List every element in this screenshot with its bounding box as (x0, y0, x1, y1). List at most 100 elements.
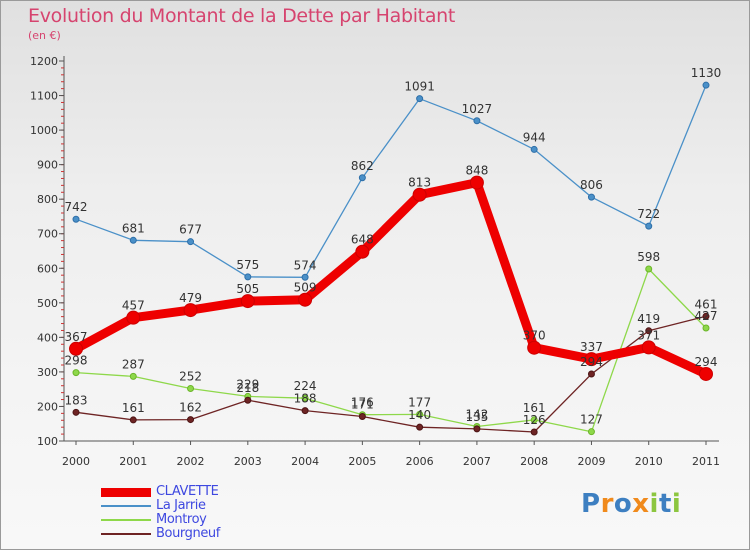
data-label: 813 (408, 176, 431, 190)
data-point (72, 408, 80, 416)
data-point (358, 412, 366, 420)
y-tick-label: 700 (37, 228, 58, 241)
data-point (702, 324, 710, 332)
logo-letter: r (600, 489, 614, 519)
data-label: 722 (637, 207, 660, 221)
data-label: 176 (351, 396, 374, 410)
data-point (129, 236, 137, 244)
legend-swatch (101, 533, 151, 535)
x-tick-label: 2001 (119, 455, 147, 468)
data-label: 575 (236, 258, 259, 272)
data-label: 188 (294, 392, 317, 406)
data-point (530, 428, 538, 436)
legend-swatch (101, 519, 151, 521)
data-point (298, 292, 313, 307)
data-label: 218 (236, 381, 259, 395)
data-point (69, 341, 83, 356)
data-label: 598 (637, 250, 660, 264)
data-label: 681 (122, 221, 145, 235)
data-label: 367 (65, 330, 88, 344)
y-tick-label: 300 (37, 366, 58, 379)
data-point (645, 327, 653, 335)
data-point (587, 370, 595, 378)
y-tick-label: 900 (37, 159, 58, 172)
data-point (358, 174, 366, 182)
y-tick-label: 1000 (30, 124, 58, 137)
data-label: 461 (695, 297, 718, 311)
y-tick-label: 500 (37, 297, 58, 310)
series-line-la-jarrie (75, 84, 707, 278)
data-label: 126 (523, 413, 546, 427)
data-point (301, 394, 309, 402)
legend-label: La Jarrie (156, 498, 206, 513)
data-point (244, 273, 252, 281)
data-point (527, 340, 542, 355)
data-point (645, 265, 653, 273)
data-point (244, 396, 252, 404)
data-label: 848 (465, 164, 488, 178)
data-point (183, 303, 198, 318)
legend-label: Bourgneuf (156, 526, 220, 541)
data-point (240, 294, 255, 309)
series-line-bourgneuf (75, 315, 707, 433)
series-line-montroy (75, 268, 707, 433)
data-label: 806 (580, 178, 603, 192)
y-tick-label: 400 (37, 331, 58, 344)
data-point (126, 310, 141, 325)
data-label: 294 (580, 355, 603, 369)
y-tick-label: 800 (37, 193, 58, 206)
data-label: 648 (351, 233, 374, 247)
data-point (412, 187, 427, 202)
x-tick-label: 2006 (406, 455, 434, 468)
data-label: 224 (294, 379, 317, 393)
logo-letter: i (649, 489, 659, 519)
data-point (702, 312, 710, 320)
logo-letter: i (671, 489, 682, 519)
x-tick-label: 2011 (692, 455, 720, 468)
legend-swatch (101, 487, 151, 497)
data-point (129, 416, 137, 424)
proxiti-logo: Proxiti (581, 489, 681, 519)
data-label: 1027 (462, 102, 493, 116)
logo-letter: x (632, 489, 650, 519)
data-point (187, 416, 195, 424)
x-tick-label: 2002 (177, 455, 205, 468)
chart-subtitle: (en €) (28, 29, 61, 42)
series-line-clavette (71, 178, 711, 379)
y-tick-label: 1100 (30, 90, 58, 103)
data-label: 294 (695, 355, 718, 369)
data-point (301, 407, 309, 415)
data-label: 862 (351, 159, 374, 173)
logo-letter: t (658, 489, 672, 519)
data-point (587, 428, 595, 436)
data-point (416, 423, 424, 431)
data-label: 140 (408, 408, 431, 422)
x-tick-label: 2005 (348, 455, 376, 468)
data-label: 161 (122, 401, 145, 415)
data-point (187, 384, 195, 392)
data-label: 479 (179, 291, 202, 305)
data-point (187, 238, 195, 246)
data-point (587, 193, 595, 201)
data-label: 371 (637, 328, 660, 342)
data-point (355, 244, 370, 259)
data-label: 298 (65, 354, 88, 368)
data-point (301, 273, 309, 281)
x-tick-label: 2007 (463, 455, 491, 468)
data-point (584, 352, 599, 367)
data-label: 944 (523, 130, 546, 144)
data-label: 1130 (691, 66, 722, 80)
data-label: 574 (294, 258, 317, 272)
data-point (416, 95, 424, 103)
data-point (702, 81, 710, 89)
logo-letter: o (613, 489, 633, 519)
data-label: 677 (179, 223, 202, 237)
x-tick-label: 2009 (577, 455, 605, 468)
y-tick-label: 100 (37, 435, 58, 448)
data-label: 742 (65, 200, 88, 214)
data-label: 161 (523, 401, 546, 415)
data-label: 370 (523, 329, 546, 343)
data-point (641, 340, 656, 355)
